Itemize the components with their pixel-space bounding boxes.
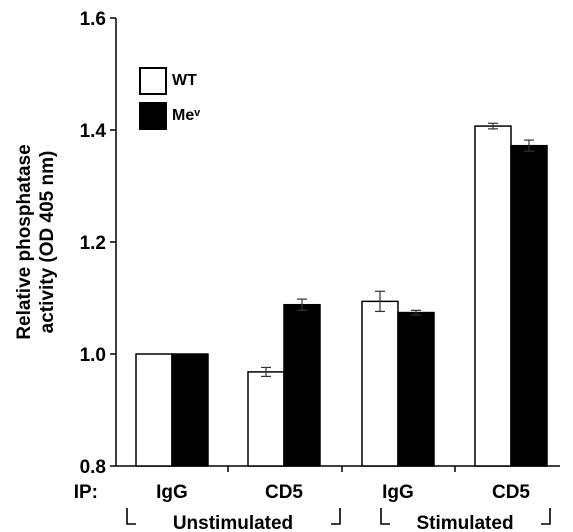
- group-bracket-left: [126, 508, 136, 525]
- category-label: CD5: [265, 482, 303, 503]
- labels: IP: IgG CD5 IgG CD5 Unstimulated Stimulated: [74, 482, 551, 532]
- bar-wt-2: [361, 300, 399, 467]
- y-axis-title-line-1: Relative phosphatase: [14, 144, 35, 339]
- y-tick-label: 1.2: [80, 233, 106, 254]
- group-label: Unstimulated: [173, 513, 293, 532]
- bar-wt-0: [135, 353, 173, 467]
- y-tick-label: 1.0: [80, 345, 106, 366]
- y-tick-label: 0.8: [80, 457, 106, 478]
- bar-wt-1: [247, 371, 285, 467]
- legend-label: WT: [172, 72, 197, 89]
- legend-swatch: [139, 67, 167, 95]
- group-label: Stimulated: [416, 513, 513, 532]
- legend: WT Meᵛ: [139, 67, 200, 130]
- y-tick-label: 1.6: [80, 9, 106, 30]
- bar-mev-1: [283, 303, 321, 467]
- y-axis-title-line-2: activity (OD 405 nm): [37, 151, 58, 334]
- bar-mev-3: [510, 144, 548, 467]
- bar-wt-3: [474, 125, 512, 467]
- bar-mev-2: [397, 311, 435, 467]
- y-tick-label: 1.4: [80, 121, 107, 142]
- category-label: CD5: [492, 482, 530, 503]
- group-bracket-right: [331, 508, 341, 525]
- category-label: IgG: [156, 482, 188, 503]
- legend-label: Meᵛ: [172, 107, 200, 124]
- bar-mev-0: [171, 353, 209, 467]
- axes: 0.8 1.0 1.2 1.4 1.6 Relative phosphatase activ…: [14, 9, 560, 478]
- group-bracket-right: [541, 508, 551, 525]
- bars: [135, 122, 548, 467]
- legend-swatch: [139, 102, 167, 130]
- ip-label: IP:: [74, 482, 98, 503]
- category-label: IgG: [382, 482, 414, 503]
- group-bracket-left: [380, 508, 390, 525]
